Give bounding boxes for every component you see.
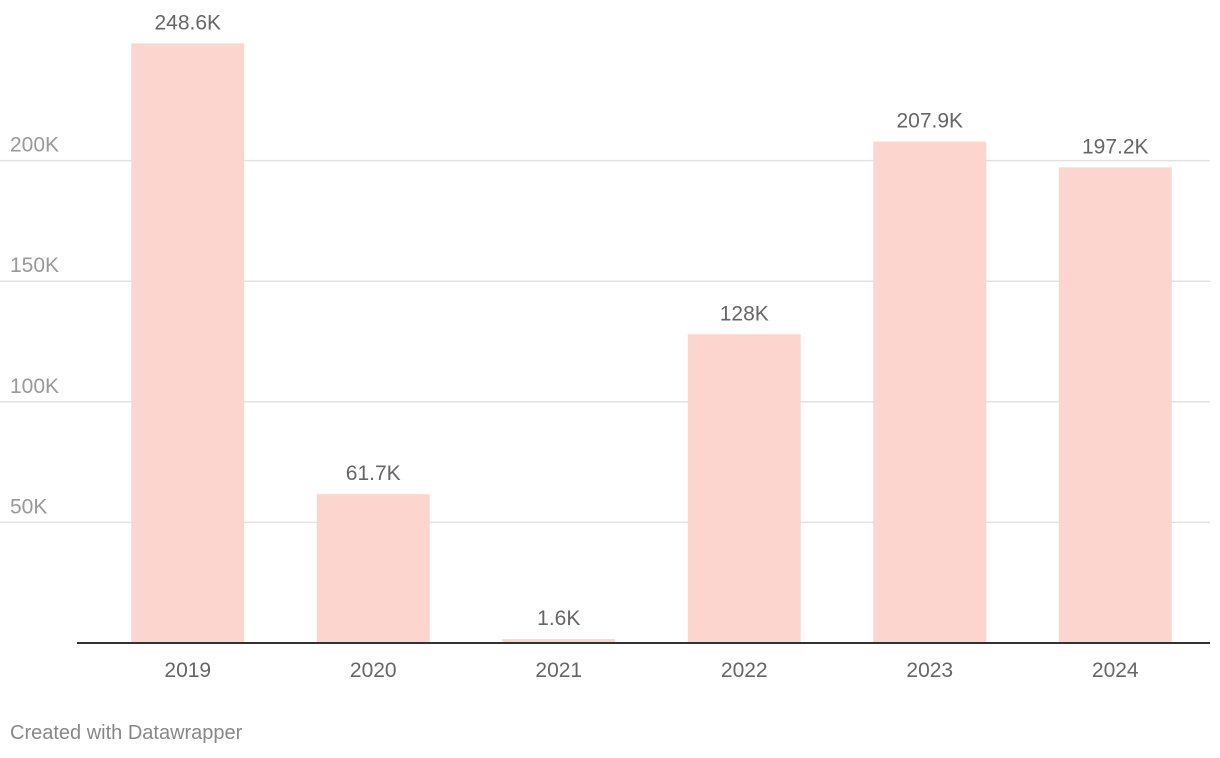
value-label-2020: 61.7K (346, 462, 401, 485)
y-tick-label: 200K (10, 134, 59, 157)
value-label-2021: 1.6K (537, 607, 580, 630)
bar-2023 (873, 141, 987, 643)
x-label-2019: 2019 (164, 659, 211, 682)
bar-2020 (316, 494, 430, 643)
x-label-2022: 2022 (721, 659, 768, 682)
value-label-2024: 197.2K (1082, 135, 1149, 158)
x-label-2021: 2021 (535, 659, 582, 682)
value-label-2023: 207.9K (896, 110, 963, 133)
value-labels: 248.6K 61.7K 1.6K 128K 207.9K 197.2K (154, 11, 1148, 630)
bars (131, 43, 1172, 643)
bar-2022 (687, 334, 801, 643)
bar-chart: 248.6K 61.7K 1.6K 128K 207.9K 197.2K 50K 100K 1… (0, 11, 1210, 682)
y-tick-label: 50K (10, 495, 47, 518)
x-label-2020: 2020 (350, 659, 397, 682)
bar-2024 (1058, 167, 1172, 643)
credit-text: Created with Datawrapper (10, 722, 243, 744)
value-label-2019: 248.6K (154, 11, 221, 34)
y-tick-label: 100K (10, 375, 59, 398)
bar-2021 (502, 639, 616, 643)
y-tick-label: 150K (10, 254, 59, 277)
x-axis-labels: 2019 2020 2021 2022 2023 2024 (164, 659, 1139, 682)
value-label-2022: 128K (720, 302, 769, 325)
bar-2019 (131, 43, 245, 643)
x-label-2024: 2024 (1092, 659, 1139, 682)
y-axis-tick-labels: 50K 100K 150K 200K (10, 134, 59, 519)
x-label-2023: 2023 (906, 659, 953, 682)
